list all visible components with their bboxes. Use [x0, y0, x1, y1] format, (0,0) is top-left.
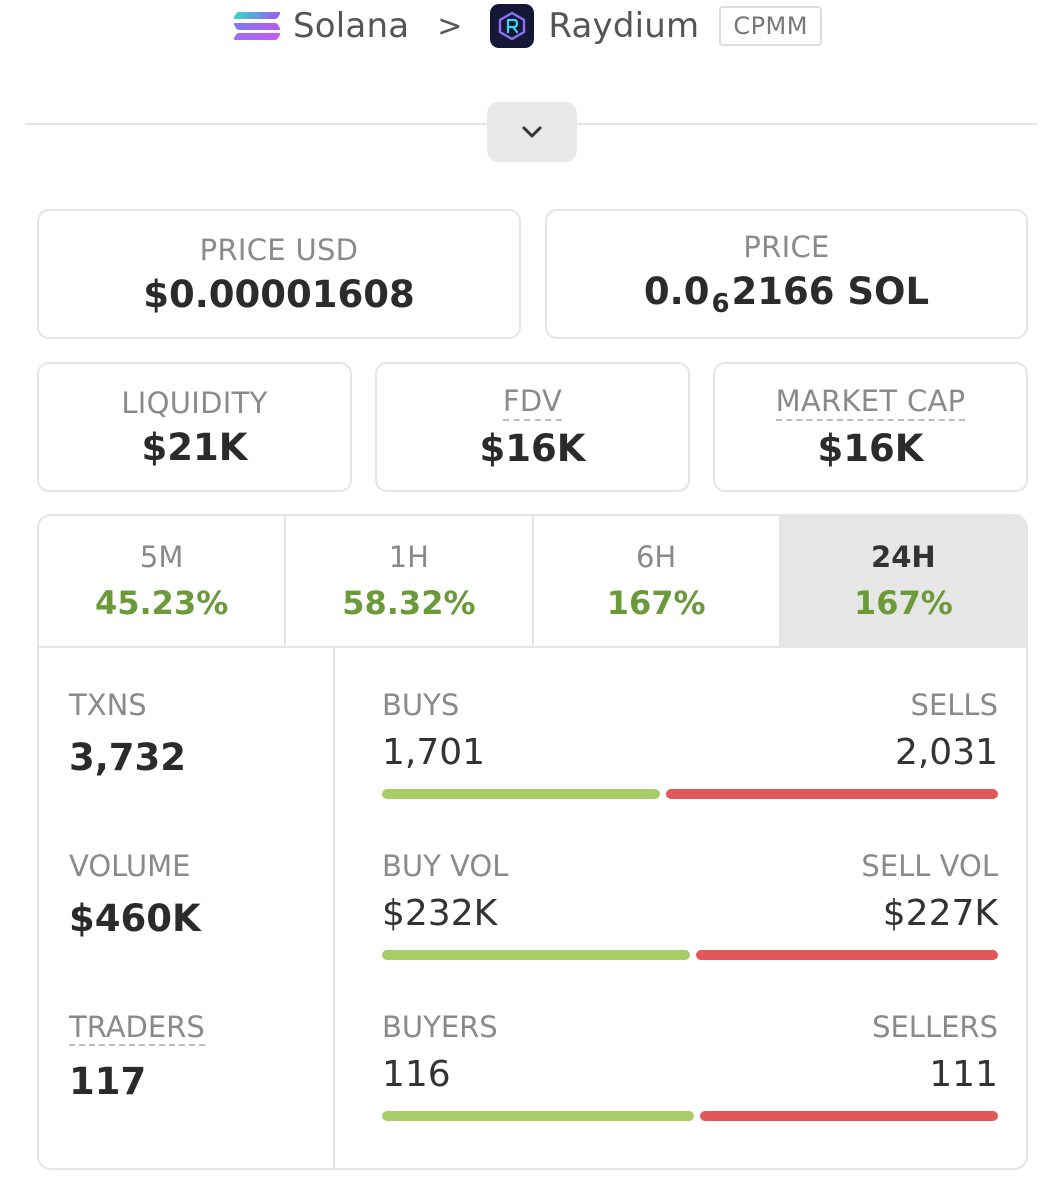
traders-label[interactable]: TRADERS [69, 1010, 205, 1046]
liquidity-value: $21K [141, 425, 248, 469]
liquidity-label: LIQUIDITY [121, 385, 268, 420]
breadcrumb: Solana > Raydium CPMM [0, 0, 1057, 52]
buy-vol-value: $232K [382, 893, 498, 934]
market-cap-label[interactable]: MARKET CAP [775, 384, 966, 421]
volume-split: BUY VOL SELL VOL $232K $227K [382, 849, 998, 960]
price-native-value: 0.062166 SOL [643, 269, 930, 319]
tab-5m[interactable]: 5M 45.23% [39, 516, 287, 646]
fdv-label[interactable]: FDV [502, 384, 563, 421]
volume-value: $460K [69, 897, 201, 940]
sells-label: SELLS [910, 688, 998, 722]
breadcrumb-dex[interactable]: Raydium [548, 6, 700, 46]
tab-label: 24H [871, 540, 936, 574]
txns-label: TXNS [69, 688, 147, 722]
market-cap-value: $16K [817, 427, 924, 470]
buyers-label: BUYERS [382, 1010, 498, 1044]
tab-6h[interactable]: 6H 167% [534, 516, 781, 646]
solana-logo-icon[interactable] [232, 9, 282, 43]
sell-bar [699, 1111, 998, 1121]
tab-24h[interactable]: 24H 167% [780, 516, 1026, 646]
liquidity-card: LIQUIDITY $21K [37, 362, 352, 492]
txns-split: BUYS SELLS 1,701 2,031 [382, 688, 998, 799]
price-native-card: PRICE 0.062166 SOL [545, 209, 1028, 339]
chevron-down-icon [522, 126, 542, 138]
txns-ratio-bar [382, 789, 998, 799]
price-usd-card: PRICE USD $0.00001608 [37, 209, 521, 339]
tab-label: 5M [139, 540, 184, 574]
price-native-label: PRICE [743, 229, 830, 264]
sell-bar [696, 950, 998, 960]
tab-change: 167% [606, 584, 706, 622]
buys-value: 1,701 [382, 732, 486, 773]
buy-bar [382, 950, 691, 960]
sell-vol-label: SELL VOL [861, 849, 998, 883]
sell-vol-value: $227K [882, 893, 998, 934]
volume-ratio-bar [382, 950, 998, 960]
price-usd-label: PRICE USD [199, 232, 359, 267]
breadcrumb-chain[interactable]: Solana [293, 6, 410, 46]
buy-bar [382, 789, 660, 799]
price-zero-count: 6 [711, 288, 730, 319]
sellers-value: 111 [929, 1054, 998, 1095]
fdv-card: FDV $16K [375, 362, 690, 492]
buyers-value: 116 [382, 1054, 451, 1095]
tab-change: 58.32% [342, 584, 476, 622]
fdv-value: $16K [479, 427, 586, 470]
buy-vol-label: BUY VOL [382, 849, 509, 883]
tab-change: 167% [853, 584, 953, 622]
txns-metric: TXNS 3,732 [69, 688, 186, 779]
market-cap-card: MARKET CAP $16K [713, 362, 1028, 492]
txns-value: 3,732 [69, 736, 187, 779]
traders-metric: TRADERS 117 [69, 1010, 205, 1103]
timeframe-tabs: 5M 45.23% 1H 58.32% 6H 167% 24H 167% [39, 516, 1026, 648]
txn-stats-panel: 5M 45.23% 1H 58.32% 6H 167% 24H 167% TXN… [37, 514, 1028, 1170]
price-usd-value: $0.00001608 [143, 272, 415, 316]
traders-value: 117 [69, 1060, 147, 1103]
expand-toggle-button[interactable] [487, 102, 577, 162]
tab-label: 6H [635, 540, 677, 574]
volume-metric: VOLUME $460K [69, 849, 201, 940]
buys-label: BUYS [382, 688, 460, 722]
raydium-logo-icon[interactable] [490, 4, 535, 48]
breadcrumb-separator: > [437, 8, 463, 44]
traders-split: BUYERS SELLERS 116 111 [382, 1010, 998, 1121]
sell-bar [665, 789, 998, 799]
buy-bar [382, 1111, 694, 1121]
traders-ratio-bar [382, 1111, 998, 1121]
tab-change: 45.23% [94, 584, 229, 622]
pool-type-badge: CPMM [719, 6, 822, 46]
tab-1h[interactable]: 1H 58.32% [286, 516, 534, 646]
totals-column: TXNS 3,732 VOLUME $460K TRADERS 117 [39, 648, 335, 1168]
sells-value: 2,031 [894, 732, 998, 773]
sellers-label: SELLERS [872, 1010, 998, 1044]
volume-label: VOLUME [69, 849, 191, 883]
tab-label: 1H [388, 540, 429, 574]
